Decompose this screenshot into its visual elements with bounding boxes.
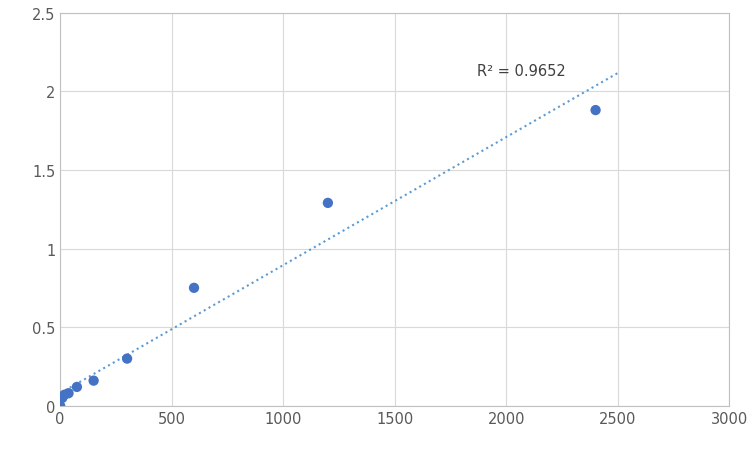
- Text: R² = 0.9652: R² = 0.9652: [478, 64, 566, 79]
- Point: [71, 383, 83, 391]
- Point: [87, 377, 99, 384]
- Point: [62, 390, 74, 397]
- Point: [59, 391, 71, 399]
- Point: [188, 285, 200, 292]
- Point: [54, 402, 66, 410]
- Point: [322, 200, 334, 207]
- Point: [590, 107, 602, 115]
- Point: [56, 395, 68, 402]
- Point: [121, 355, 133, 363]
